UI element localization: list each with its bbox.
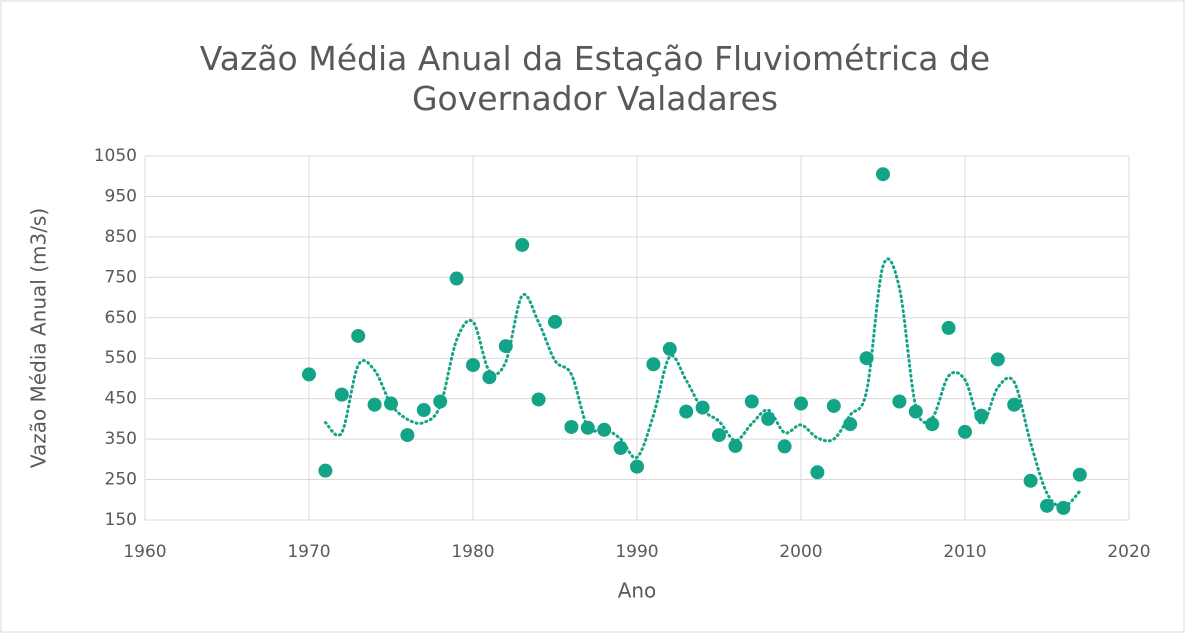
data-point — [728, 438, 743, 453]
data-point — [925, 417, 940, 432]
x-tick-label: 2000 — [779, 542, 822, 562]
data-point — [613, 441, 628, 456]
data-point — [826, 398, 841, 413]
data-point — [695, 400, 710, 415]
data-point — [597, 422, 612, 437]
y-tick-label: 350 — [105, 429, 137, 449]
data-point — [1007, 397, 1022, 412]
data-point — [449, 271, 464, 286]
data-point — [580, 420, 595, 435]
x-tick-label: 1970 — [287, 542, 330, 562]
y-tick-label: 150 — [105, 510, 137, 530]
data-point — [416, 402, 431, 417]
data-point — [384, 396, 398, 411]
y-tick-label: 950 — [105, 186, 137, 206]
data-point — [367, 397, 382, 412]
data-point — [302, 367, 316, 382]
data-point — [761, 411, 776, 426]
y-tick-label: 750 — [105, 267, 137, 287]
data-point — [498, 339, 513, 354]
y-tick-label: 650 — [105, 308, 137, 328]
data-point — [810, 465, 825, 480]
data-point — [630, 459, 644, 474]
x-tick-label: 2010 — [943, 542, 986, 562]
data-point — [1040, 498, 1054, 513]
data-point — [334, 387, 349, 402]
x-tick-label: 1980 — [451, 542, 494, 562]
data-point — [466, 358, 480, 373]
data-point — [531, 392, 546, 407]
y-axis-label: Vazão Média Anual (m3/s) — [27, 208, 51, 468]
x-tick-label: 1960 — [123, 542, 166, 562]
data-point — [974, 408, 989, 423]
data-point — [843, 417, 858, 432]
data-point — [958, 424, 972, 439]
data-point — [318, 463, 333, 478]
data-point — [564, 419, 579, 434]
chart-title: Vazão Média Anual da Estação Fluviométri… — [200, 39, 990, 118]
y-tick-label: 450 — [105, 389, 137, 409]
data-point — [1023, 473, 1038, 488]
data-point — [941, 320, 956, 335]
y-tick-label: 850 — [105, 227, 137, 247]
data-point — [892, 394, 907, 409]
data-point — [1072, 467, 1087, 482]
y-tick-label: 1050 — [94, 146, 137, 166]
y-tick-label: 250 — [105, 470, 137, 490]
data-point — [744, 394, 759, 409]
data-point — [548, 314, 562, 329]
data-point — [990, 352, 1005, 367]
data-point — [1056, 500, 1071, 515]
data-point — [482, 370, 497, 385]
data-point — [908, 404, 923, 419]
x-axis-label: Ano — [618, 579, 657, 603]
data-point — [794, 396, 808, 411]
data-point — [400, 428, 415, 443]
data-point — [712, 428, 726, 443]
data-point — [351, 328, 366, 343]
data-point — [679, 404, 694, 419]
data-point — [876, 167, 890, 182]
x-tick-label: 2020 — [1107, 542, 1150, 562]
data-point — [777, 439, 792, 454]
x-tick-label: 1990 — [615, 542, 658, 562]
data-point — [515, 237, 530, 252]
y-tick-label: 550 — [105, 348, 137, 368]
data-point — [646, 357, 661, 372]
data-point — [433, 394, 448, 409]
data-point — [662, 341, 677, 356]
data-point — [859, 351, 874, 366]
